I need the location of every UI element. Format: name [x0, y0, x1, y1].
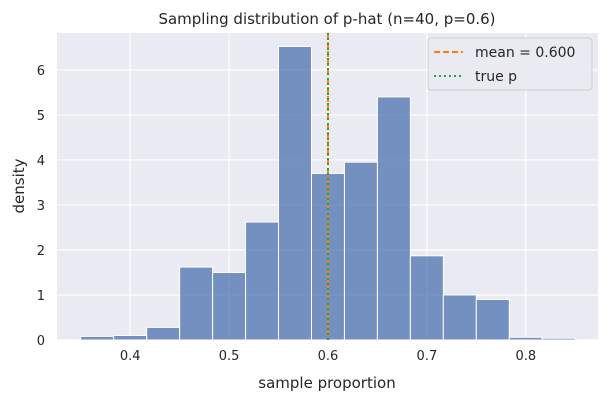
legend-truep-label: true p [475, 69, 517, 85]
y-tick-label: 1 [37, 289, 45, 304]
histogram-bar [442, 294, 477, 341]
y-tick-label: 4 [37, 154, 45, 169]
x-tick-label: 0.6 [318, 349, 339, 364]
histogram-bar [376, 96, 411, 341]
x-tick-label: 0.5 [219, 349, 240, 364]
histogram-bar [541, 337, 576, 341]
y-axis-label: density [10, 158, 28, 213]
histogram-bar [179, 266, 214, 341]
y-tick-label: 5 [37, 109, 45, 124]
y-tick-label: 2 [37, 244, 45, 259]
x-axis-label: sample proportion [258, 374, 395, 392]
histogram-bar [245, 221, 280, 341]
histogram-bar [409, 255, 444, 341]
histogram-bar [80, 335, 115, 341]
histogram-bar [146, 326, 181, 341]
legend-mean-label: mean = 0.600 [475, 45, 575, 61]
y-tick-label: 0 [37, 334, 45, 349]
y-tick-label: 6 [37, 64, 45, 79]
x-tick-label: 0.4 [120, 349, 141, 364]
histogram-bar [113, 334, 148, 341]
legend: mean = 0.600 true p [427, 37, 593, 91]
histogram-bar [343, 161, 378, 341]
chart-title: Sampling distribution of p-hat (n=40, p=… [158, 10, 495, 28]
histogram-bar [508, 336, 543, 341]
y-tick-label: 3 [37, 199, 45, 214]
histogram-bar [212, 271, 247, 341]
histogram-bar [475, 298, 510, 341]
histogram-bar [278, 46, 312, 341]
x-tick-label: 0.7 [417, 349, 438, 364]
x-tick-label: 0.8 [515, 349, 536, 364]
